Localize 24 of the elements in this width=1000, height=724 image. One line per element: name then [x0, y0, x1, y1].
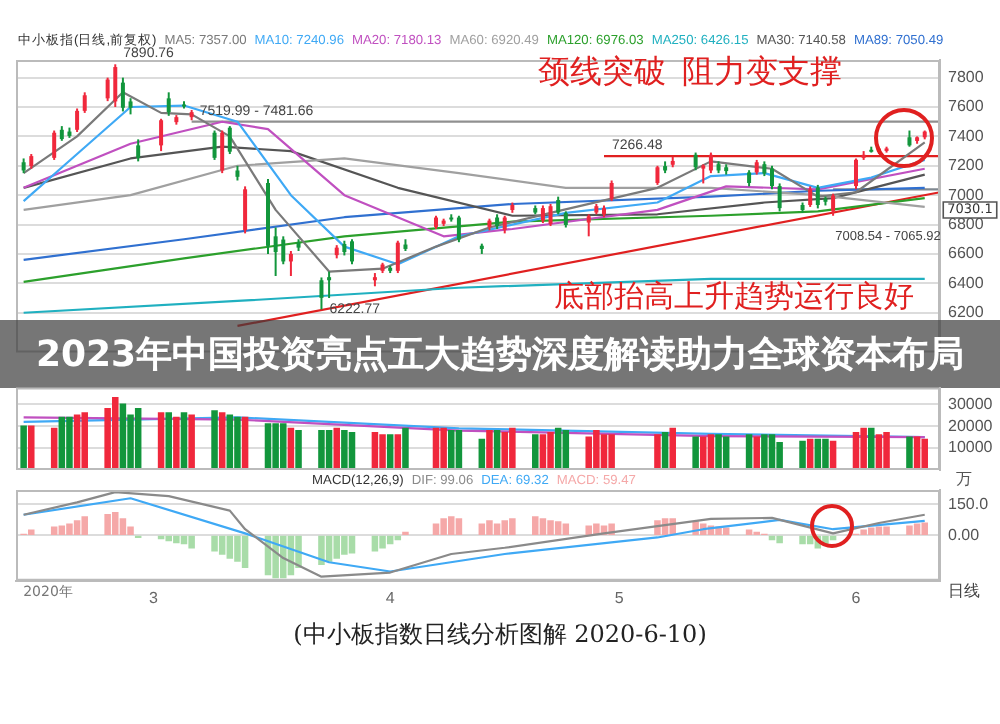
y-tick-label: 7200: [948, 156, 985, 175]
y-tick-label: 7800: [948, 68, 985, 87]
y-tick-label: 10000: [948, 438, 994, 457]
x-tick-label: 5: [614, 588, 625, 607]
y-tick-label: 6200: [948, 303, 985, 322]
annotation: 颈线突破 阻力变支撑: [538, 54, 842, 91]
y-axis-title: 万: [956, 470, 972, 489]
text: (中小板指数日线分析图解 2020-6-10): [293, 620, 707, 649]
text: 日线: [948, 582, 980, 601]
y-tick-label: 7000: [948, 185, 985, 204]
y-tick-label: 6800: [948, 214, 985, 233]
annotation: 底部抬高上升趋势运行良好: [554, 279, 914, 314]
y-tick-label: 30000: [948, 394, 994, 413]
x-tick-label: 3: [149, 588, 159, 607]
y-tick-label: 6600: [948, 244, 985, 263]
y-tick-label: 6400: [948, 273, 985, 292]
y-tick-label: 0.00: [948, 525, 981, 544]
x-tick-label: 4: [385, 588, 396, 607]
text: 2023年中国投资亮点五大趋势深度解读助力全球资本布局: [0, 320, 1000, 388]
y-tick-label: 150.0: [948, 494, 990, 513]
x-tick-label: 6: [851, 588, 862, 607]
y-tick-label: 7600: [948, 97, 985, 116]
y-tick-label: 7400: [948, 126, 985, 145]
y-tick-label: 20000: [948, 416, 994, 435]
